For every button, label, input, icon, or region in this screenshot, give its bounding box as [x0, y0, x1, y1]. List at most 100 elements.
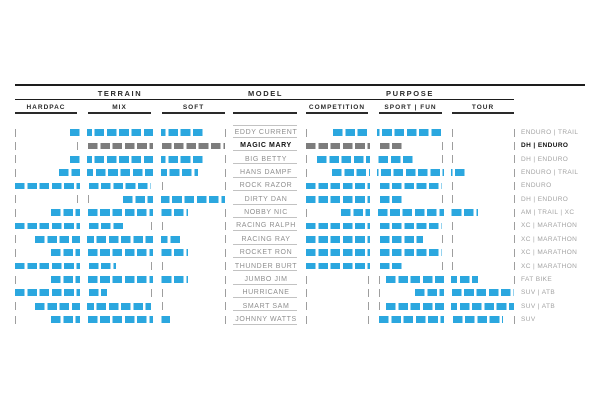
column-boundary-gap	[152, 301, 161, 312]
model-row-separator	[233, 163, 297, 165]
boundary-tick	[442, 262, 443, 271]
boundary-tick	[452, 222, 453, 231]
column-boundary-gap	[369, 141, 377, 152]
boundary-tick	[15, 142, 16, 151]
column-boundary-gap	[369, 248, 377, 259]
model-label: RACING RAY	[241, 235, 291, 243]
model-label: ROCKET RON	[239, 249, 293, 257]
category-label: XC | MARATHON	[521, 222, 578, 230]
column-boundary-gap	[79, 248, 87, 259]
model-header: MODEL	[247, 89, 284, 98]
boundary-tick	[442, 142, 443, 151]
sport-fun-underline	[379, 112, 442, 114]
hardpac-underline	[15, 112, 77, 114]
boundary-tick	[452, 182, 453, 191]
soft-underline	[162, 112, 225, 114]
column-boundary-gap	[79, 314, 87, 325]
purpose-header: PURPOSE	[386, 89, 434, 98]
terrain-range-bar	[51, 249, 188, 257]
boundary-tick	[306, 302, 307, 311]
category-label: SUV | ATB	[521, 289, 556, 297]
boundary-tick	[15, 315, 16, 324]
model-row-separator	[233, 176, 297, 178]
model-label: HURRICANE	[242, 289, 290, 297]
model-row-separator	[233, 296, 297, 298]
boundary-tick	[379, 275, 380, 284]
boundary-tick	[514, 155, 515, 164]
model-label: SMART SAM	[242, 302, 290, 310]
column-boundary-gap	[152, 128, 161, 138]
model-row-separator	[233, 230, 297, 232]
boundary-tick	[225, 128, 226, 137]
boundary-tick	[514, 195, 515, 204]
terrain-range-bar	[51, 316, 170, 323]
boundary-tick	[514, 208, 515, 217]
column-boundary-gap	[152, 141, 161, 152]
column-boundary-gap	[369, 128, 377, 138]
boundary-tick	[514, 262, 515, 271]
category-label: SUV	[521, 315, 536, 323]
terrain-header: TERRAIN	[97, 89, 143, 98]
purpose-range-bar	[306, 195, 404, 203]
boundary-tick	[225, 208, 226, 217]
table-row: HANS DAMPF ENDURO | TRAIL	[0, 166, 600, 179]
column-boundary-gap	[443, 274, 451, 285]
boundary-tick	[162, 222, 163, 231]
column-label-soft: SOFT	[182, 103, 205, 111]
column-boundary-gap	[152, 261, 161, 272]
boundary-tick	[225, 248, 226, 257]
purpose-range-bar	[306, 142, 403, 150]
boundary-tick	[162, 288, 163, 297]
model-label: BIG BETTY	[245, 155, 287, 163]
column-boundary-gap	[369, 221, 377, 232]
model-row-separator	[233, 150, 297, 152]
column-boundary-gap	[443, 128, 451, 138]
model-label: RACING RALPH	[236, 222, 296, 230]
boundary-tick	[88, 195, 89, 204]
model-column-top-line	[233, 125, 297, 127]
boundary-tick	[452, 248, 453, 257]
column-boundary-gap	[79, 261, 87, 272]
boundary-tick	[225, 155, 226, 164]
category-label: XC | MARATHON	[521, 249, 578, 257]
terrain-range-bar	[59, 169, 198, 177]
table-row: BIG BETTY DH | ENDURO	[0, 153, 600, 166]
boundary-tick	[162, 262, 163, 271]
boundary-tick	[15, 275, 16, 284]
purpose-range-bar	[332, 169, 465, 177]
boundary-tick	[15, 168, 16, 177]
column-boundary-gap	[79, 194, 87, 205]
boundary-tick	[514, 222, 515, 231]
boundary-tick	[442, 235, 443, 244]
boundary-tick	[15, 302, 16, 311]
boundary-tick	[225, 275, 226, 284]
table-row: JUMBO JIM FAT BIKE	[0, 273, 600, 286]
boundary-tick	[151, 288, 152, 297]
boundary-tick	[514, 168, 515, 177]
column-boundary-gap	[443, 234, 451, 245]
boundary-tick	[452, 262, 453, 271]
table-row: RACING RAY XC | MARATHON	[0, 233, 600, 246]
boundary-tick	[15, 235, 16, 244]
model-label: THUNDER BURT	[234, 262, 298, 270]
column-boundary-gap	[152, 234, 161, 245]
column-boundary-gap	[443, 288, 451, 299]
boundary-tick	[225, 235, 226, 244]
column-boundary-gap	[443, 154, 451, 165]
category-label: ENDURO	[521, 182, 552, 190]
column-boundary-gap	[443, 221, 451, 232]
boundary-tick	[225, 222, 226, 231]
category-label: XC | MARATHON	[521, 235, 578, 243]
boundary-tick	[368, 302, 369, 311]
column-boundary-gap	[369, 314, 377, 325]
boundary-tick	[306, 208, 307, 217]
boundary-tick	[306, 288, 307, 297]
boundary-tick	[452, 195, 453, 204]
boundary-tick	[452, 155, 453, 164]
column-boundary-gap	[443, 181, 451, 192]
table-row: THUNDER BURT XC | MARATHON	[0, 260, 600, 273]
boundary-tick	[452, 235, 453, 244]
model-row-separator	[233, 283, 297, 285]
column-boundary-gap	[79, 288, 87, 299]
terrain-range-bar	[15, 262, 116, 270]
